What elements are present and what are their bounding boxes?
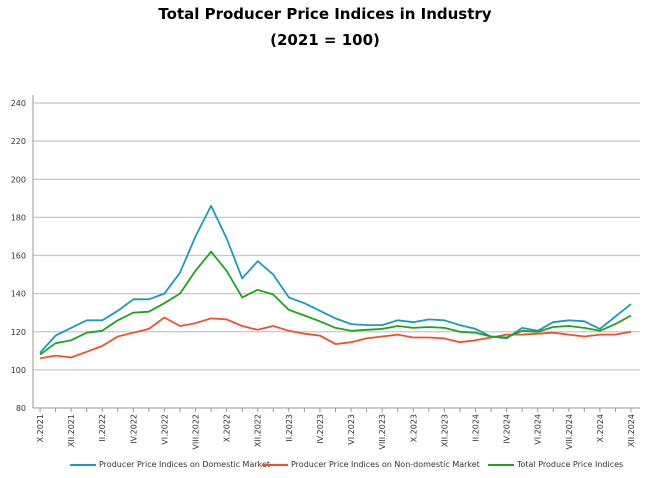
y-tick-label: 100 bbox=[11, 366, 26, 375]
x-tick-label: X.2023 bbox=[409, 414, 418, 442]
y-tick-label: 160 bbox=[11, 252, 26, 261]
chart-title: Total Producer Price Indices in Industry bbox=[158, 5, 492, 23]
x-tick-label: II.2022 bbox=[98, 414, 107, 442]
legend-label: Total Produce Price Indices bbox=[517, 460, 624, 469]
y-tick-label: 200 bbox=[11, 175, 26, 184]
legend-label: Producer Price Indices on Domestic Marke… bbox=[99, 460, 271, 469]
x-tick-label: VIII.2024 bbox=[565, 414, 574, 449]
x-tick-label: XII.2024 bbox=[627, 414, 636, 447]
x-tick-label: XII.2023 bbox=[440, 414, 449, 447]
x-tick-label: VIII.2023 bbox=[378, 414, 387, 449]
y-tick-label: 220 bbox=[11, 137, 26, 146]
x-tick-label: II.2023 bbox=[285, 414, 294, 442]
series-line-1 bbox=[39, 316, 632, 360]
x-tick-label: VI.2022 bbox=[160, 414, 169, 445]
series-line-0 bbox=[39, 204, 632, 354]
x-tick-label: XII.2021 bbox=[67, 414, 76, 447]
legend-item-non-domestic: Producer Price Indices on Non-domestic M… bbox=[262, 460, 480, 469]
series-line-2 bbox=[39, 250, 632, 356]
legend-swatch bbox=[488, 463, 514, 466]
x-tick-label: XII.2022 bbox=[254, 414, 263, 447]
x-tick-label: X.2021 bbox=[36, 414, 45, 442]
y-tick-label: 80 bbox=[16, 404, 26, 413]
y-tick-label: 120 bbox=[11, 328, 26, 337]
x-tick-label: IV.2024 bbox=[503, 414, 512, 444]
y-tick-label: 240 bbox=[11, 99, 26, 108]
x-tick-label: II.2024 bbox=[471, 414, 480, 442]
x-tick-label: VI.2024 bbox=[534, 414, 543, 445]
legend-swatch bbox=[262, 463, 288, 466]
x-tick-label: IV.2022 bbox=[129, 414, 138, 444]
y-tick-label: 180 bbox=[11, 213, 26, 222]
legend-label: Producer Price Indices on Non-domestic M… bbox=[291, 460, 480, 469]
y-tick-label: 140 bbox=[11, 290, 26, 299]
x-tick-label: VI.2023 bbox=[347, 414, 356, 445]
chart-subtitle: (2021 = 100) bbox=[270, 31, 380, 49]
x-tick-label: X.2024 bbox=[596, 414, 605, 442]
legend-item-domestic: Producer Price Indices on Domestic Marke… bbox=[70, 460, 270, 469]
x-tick-label: VIII.2022 bbox=[192, 414, 201, 449]
legend-swatch bbox=[70, 463, 96, 466]
x-tick-label: IV.2023 bbox=[316, 414, 325, 444]
legend-item-total: Total Produce Price Indices bbox=[488, 460, 623, 469]
x-tick-label: X.2022 bbox=[223, 414, 232, 442]
